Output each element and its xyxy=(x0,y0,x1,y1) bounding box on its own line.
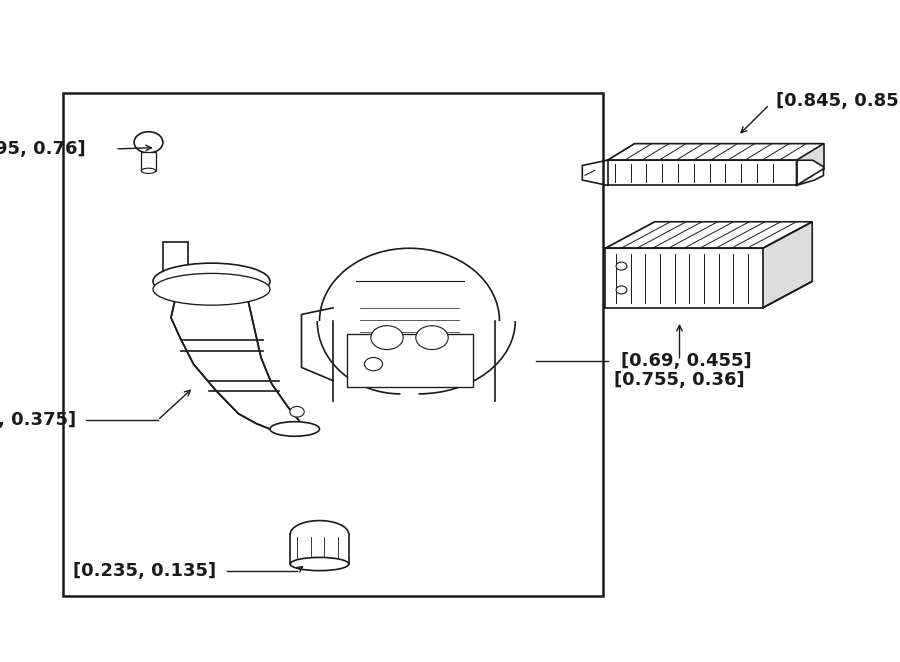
Polygon shape xyxy=(605,222,812,248)
Polygon shape xyxy=(762,222,812,308)
Polygon shape xyxy=(608,160,796,185)
Bar xyxy=(141,152,156,171)
Polygon shape xyxy=(796,144,824,185)
Circle shape xyxy=(616,286,626,294)
Text: [0.235, 0.135]: [0.235, 0.135] xyxy=(73,561,216,580)
Text: [0.69, 0.455]: [0.69, 0.455] xyxy=(621,352,752,370)
Circle shape xyxy=(616,262,626,270)
Wedge shape xyxy=(290,512,348,534)
Text: [0.095, 0.76]: [0.095, 0.76] xyxy=(0,140,86,158)
Ellipse shape xyxy=(153,263,270,299)
Text: [0.845, 0.855]: [0.845, 0.855] xyxy=(776,91,900,110)
Circle shape xyxy=(134,132,163,153)
Circle shape xyxy=(371,326,403,350)
Ellipse shape xyxy=(153,273,270,305)
Bar xyxy=(346,334,472,387)
Ellipse shape xyxy=(290,557,349,571)
Polygon shape xyxy=(171,298,310,429)
Polygon shape xyxy=(605,248,762,308)
Text: [0.075, 0.375]: [0.075, 0.375] xyxy=(0,411,76,430)
Bar xyxy=(163,242,188,278)
Text: [0.755, 0.36]: [0.755, 0.36] xyxy=(614,371,745,389)
Bar xyxy=(333,321,495,401)
Circle shape xyxy=(416,326,448,350)
Wedge shape xyxy=(315,252,504,321)
Polygon shape xyxy=(796,160,824,185)
Ellipse shape xyxy=(141,168,156,173)
Circle shape xyxy=(364,357,382,371)
Ellipse shape xyxy=(270,422,320,436)
Circle shape xyxy=(290,406,304,417)
Bar xyxy=(63,93,603,596)
Bar xyxy=(290,534,349,564)
Polygon shape xyxy=(608,144,824,160)
Bar xyxy=(605,248,763,308)
